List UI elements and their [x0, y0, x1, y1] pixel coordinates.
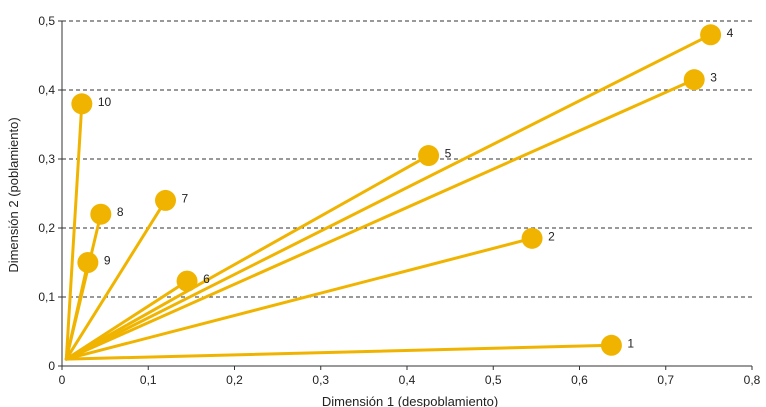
data-point-9: [77, 252, 99, 273]
vector-line-7: [64, 198, 167, 361]
x-tick-label: 0,4: [399, 373, 416, 387]
vector-line-6: [64, 279, 189, 361]
point-label-4: 4: [727, 26, 734, 40]
vector-line-5: [64, 154, 431, 361]
data-point-10: [71, 93, 93, 115]
vector-line-9: [64, 261, 90, 361]
point-label-5: 5: [445, 147, 452, 161]
point-label-7: 7: [182, 191, 189, 205]
y-tick-label: 0,2: [38, 221, 55, 235]
point-label-3: 3: [710, 71, 717, 85]
data-point-3: [683, 69, 705, 91]
y-tick-label: 0: [48, 359, 55, 373]
x-tick-label: 0,7: [657, 373, 674, 387]
x-tick-label: 0: [59, 373, 66, 387]
x-tick-label: 0,8: [744, 373, 761, 387]
vector-line-1: [64, 343, 613, 361]
y-tick-label: 0,4: [38, 83, 55, 97]
vector-line-3: [64, 78, 696, 361]
point-label-1: 1: [627, 336, 634, 350]
y-tick-label: 0,1: [38, 290, 55, 304]
labels-layer: 1 2 3 4 5 6 7 8 9 10: [98, 26, 734, 350]
x-tick-label: 0,5: [485, 373, 502, 387]
data-point-2: [521, 227, 543, 249]
point-label-9: 9: [104, 254, 111, 268]
x-tick-label: 0,2: [226, 373, 243, 387]
data-point-8: [90, 203, 112, 225]
data-point-4: [700, 24, 722, 46]
x-tick-label: 0,1: [140, 373, 157, 387]
x-tick-label: 0,3: [312, 373, 329, 387]
y-tick-label: 0,3: [38, 152, 55, 166]
y-axis-title: Dimensión 2 (poblamiento): [6, 117, 21, 272]
vectors-layer: [64, 33, 713, 361]
y-tick-label: 0,5: [38, 14, 55, 28]
point-label-6: 6: [203, 272, 210, 286]
point-label-2: 2: [548, 229, 555, 243]
x-tick-label: 0,6: [571, 373, 588, 387]
point-label-10: 10: [98, 95, 112, 109]
vector-line-4: [64, 33, 713, 361]
points-layer: [71, 24, 722, 356]
grid-layer: [62, 20, 752, 298]
vector-line-2: [64, 236, 534, 361]
x-axis-title: Dimensión 1 (despoblamiento): [322, 394, 498, 407]
data-point-6: [176, 270, 198, 292]
axes-layer: 0 0,1 0,2 0,3 0,4 0,5 0 0,1 0,2 0,3 0,4 0,5 0,6 0,7 0,…: [38, 14, 760, 387]
data-point-5: [418, 145, 440, 167]
data-point-1: [600, 334, 622, 356]
vector-line-10: [64, 102, 84, 361]
point-label-8: 8: [117, 205, 124, 219]
data-point-7: [155, 189, 176, 211]
